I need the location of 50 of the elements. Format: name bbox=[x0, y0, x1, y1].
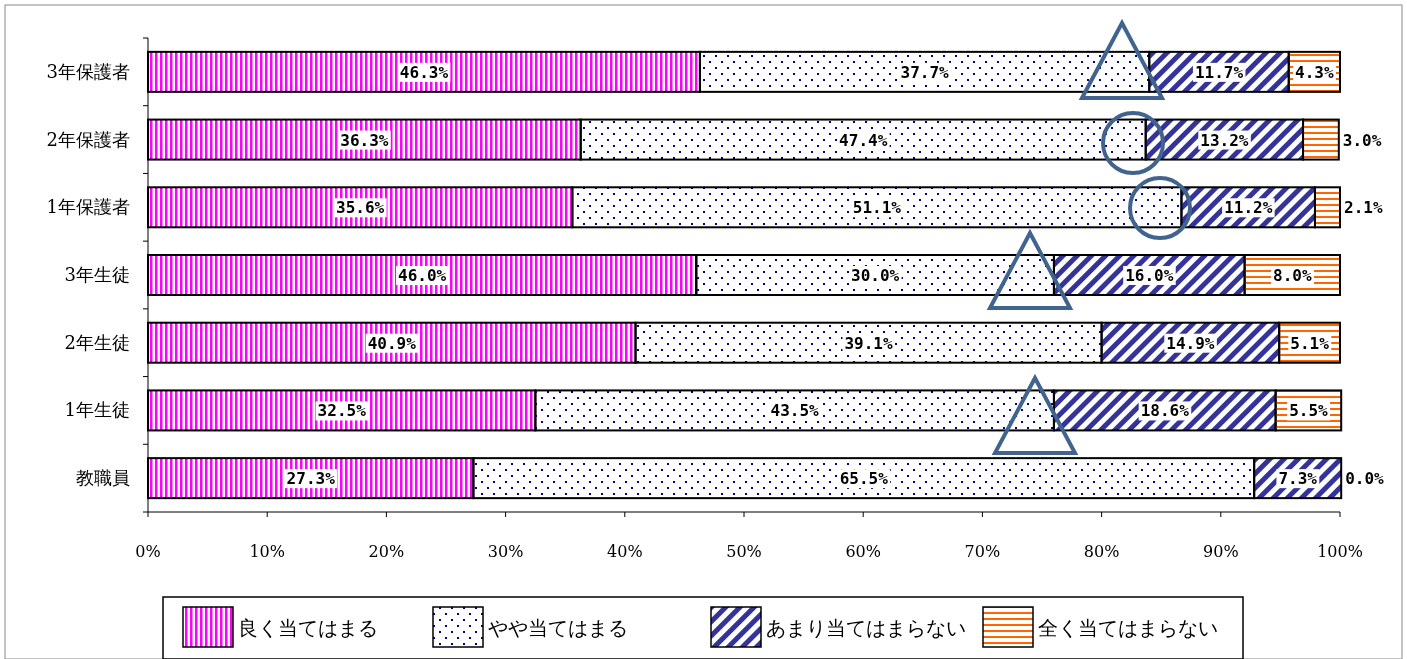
legend-label: 良く当てはまる bbox=[238, 616, 378, 640]
data-label: 18.6% bbox=[1140, 401, 1190, 421]
data-label: 40.9% bbox=[367, 333, 417, 353]
y-tick-label: 1年保護者 bbox=[46, 196, 130, 218]
x-tick-label: 10% bbox=[249, 542, 285, 561]
x-tick-label: 90% bbox=[1203, 542, 1239, 561]
data-label: 16.0% bbox=[1125, 266, 1174, 285]
data-label: 11.2% bbox=[1224, 198, 1273, 218]
y-tick-label: 3年保護者 bbox=[46, 60, 130, 82]
x-tick-label: 60% bbox=[845, 542, 881, 561]
data-label: 37.7% bbox=[900, 62, 950, 82]
data-label: 46.0% bbox=[398, 266, 447, 285]
y-tick-label: 3年生徒 bbox=[64, 264, 130, 285]
data-label: 35.6% bbox=[336, 198, 385, 218]
data-label: 7.3% bbox=[1278, 469, 1318, 489]
data-label: 5.1% bbox=[1290, 333, 1330, 353]
data-label: 47.4% bbox=[839, 130, 888, 150]
data-label: 27.3% bbox=[286, 469, 336, 489]
data-label: 2.1% bbox=[1344, 198, 1383, 218]
legend-label: 全く当てはまらない bbox=[1038, 616, 1218, 640]
data-label: 65.5% bbox=[839, 469, 889, 489]
y-tick-label: 2年保護者 bbox=[46, 128, 130, 150]
data-label: 39.1% bbox=[844, 333, 894, 353]
data-label: 5.5% bbox=[1289, 401, 1329, 421]
data-label: 0.0% bbox=[1345, 469, 1385, 489]
x-tick-label: 20% bbox=[368, 542, 405, 561]
x-tick-label: 30% bbox=[487, 542, 524, 561]
data-label: 32.5% bbox=[317, 401, 367, 421]
data-label: 13.2% bbox=[1200, 130, 1249, 150]
data-label: 36.3% bbox=[340, 130, 389, 150]
x-tick-label: 40% bbox=[607, 542, 643, 561]
x-tick-label: 80% bbox=[1083, 542, 1120, 561]
data-label: 30.0% bbox=[851, 266, 900, 285]
y-tick-label: 2年生徒 bbox=[64, 331, 130, 353]
data-label: 11.7% bbox=[1194, 62, 1244, 82]
legend-label: あまり当てはまらない bbox=[766, 616, 966, 640]
data-label: 14.9% bbox=[1166, 333, 1215, 353]
data-label: 4.3% bbox=[1295, 62, 1334, 82]
x-tick-label: 0% bbox=[135, 542, 161, 561]
data-label: 46.3% bbox=[399, 62, 449, 82]
data-label: 3.0% bbox=[1342, 130, 1382, 150]
x-tick-label: 70% bbox=[964, 542, 1001, 561]
x-tick-label: 50% bbox=[726, 542, 762, 561]
y-tick-label: 教職員 bbox=[76, 467, 130, 489]
x-tick-label: 100% bbox=[1317, 542, 1363, 561]
data-label: 51.1% bbox=[852, 198, 902, 218]
y-tick-label: 1年生徒 bbox=[64, 399, 130, 421]
legend-label: やや当てはまる bbox=[488, 616, 628, 640]
data-label: 43.5% bbox=[770, 401, 820, 421]
data-label: 8.0% bbox=[1273, 266, 1312, 285]
